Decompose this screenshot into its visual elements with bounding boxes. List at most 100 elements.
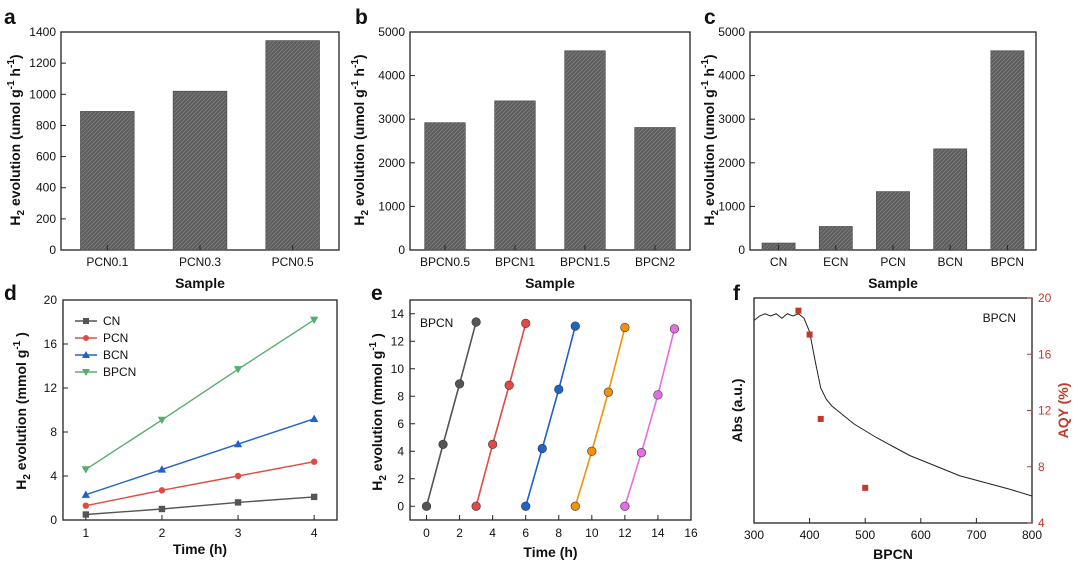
panel-e-point	[521, 318, 531, 328]
panel-d-point-bpcn	[233, 366, 243, 374]
panel-d-legend-label-pcn: PCN	[103, 331, 128, 345]
panel-f-aqy-point	[817, 415, 824, 422]
panel-e-ytick-label: 4	[397, 444, 404, 458]
panel-a-ytick-label: 200	[36, 212, 56, 226]
panel-c-ytick-label: 0	[738, 243, 745, 257]
panel-c-xtick-label: BPCN	[991, 255, 1024, 269]
panel-e-point	[488, 439, 498, 449]
panel-e-point	[438, 439, 448, 449]
panel-d-point-cn	[234, 499, 242, 506]
panel-d-xtick-label: 3	[235, 526, 242, 540]
panel-f-xtick-label: 700	[966, 528, 986, 542]
panel-d-legend-label-bcn: BCN	[103, 348, 128, 362]
panel-e-xtick-label: 16	[684, 526, 698, 540]
panel-d-point-cn	[158, 505, 166, 513]
panel-f-ylabel: Abs (a.u.)	[729, 379, 745, 443]
panel-b-ytick-label: 1000	[378, 199, 405, 213]
panel-c-bar	[990, 50, 1025, 251]
panel-e-xtick-label: 12	[618, 526, 632, 540]
panel-f-aqy-point	[862, 484, 869, 491]
panel-a-ytick-label: 1000	[29, 87, 56, 101]
panel-e-point	[587, 446, 597, 456]
panel-f-y2tick-label: 8	[1038, 460, 1045, 474]
panel-e-xtick-label: 2	[456, 526, 463, 540]
panel-d-legend-label-bpcn: BPCN	[103, 365, 136, 379]
panel-f-xtick-label: 600	[911, 528, 931, 542]
panel-f-xtick-label: 400	[800, 528, 820, 542]
panel-b-ytick-label: 4000	[378, 69, 405, 83]
panel-a-bar	[80, 111, 135, 251]
panel-e-point	[653, 390, 663, 400]
panel-d-point-bcn	[157, 465, 167, 473]
panel-e-point	[620, 501, 630, 511]
panel-c-ytick-label: 5000	[718, 25, 745, 39]
panel-letter-a: a	[4, 6, 16, 29]
panel-f-xtick-label: 500	[855, 528, 875, 542]
panel-f-y2tick-label: 12	[1038, 404, 1052, 418]
panel-d-xtick-label: 4	[311, 526, 318, 540]
panel-d-legend-marker-bcn	[82, 351, 90, 358]
panel-d-point-bpcn	[157, 416, 167, 425]
panel-d-point-bcn	[309, 414, 319, 422]
panel-e-point	[669, 324, 680, 334]
panel-b-bar	[424, 122, 466, 251]
panel-a-ytick-label: 1400	[29, 25, 56, 39]
panel-c-bar	[933, 148, 968, 251]
panel-d-point-pcn	[234, 472, 242, 480]
panel-e-cycle-line-2	[475, 323, 527, 507]
panel-d-ytick-label: 4	[50, 469, 57, 483]
panel-e-xlabel: Time (h)	[523, 544, 577, 560]
panel-b-xtick-label: BPCN1	[495, 255, 535, 269]
panel-b-xlabel: Sample	[525, 275, 575, 291]
panel-f-y2tick-label: 4	[1038, 516, 1045, 530]
panel-e-point	[504, 380, 514, 390]
panel-f-annotation: BPCN	[983, 311, 1016, 325]
panel-e-frame	[409, 299, 692, 521]
panel-a-bar	[265, 40, 320, 251]
panel-e-ytick-label: 12	[391, 334, 405, 348]
panel-a-ytick-label: 800	[36, 118, 56, 132]
panel-f-aqy-point	[795, 307, 802, 314]
panel-d-point-pcn	[158, 487, 166, 494]
panel-f-xlabel: BPCN	[873, 546, 913, 562]
panel-d-point-cn	[310, 493, 318, 501]
panel-d-point-bpcn	[309, 316, 319, 324]
panel-e-point	[636, 448, 647, 458]
panel-a-xtick-label: PCN0.3	[179, 255, 221, 269]
panel-e-ytick-label: 0	[397, 499, 404, 513]
panel-e-xtick-label: 10	[585, 526, 599, 540]
panel-letter-d: d	[4, 282, 17, 305]
panel-d-ytick-label: 8	[50, 425, 57, 439]
panel-d-legend-marker-pcn	[83, 335, 89, 341]
panel-e-ylabel: H2 evolution (mmol g-1 )	[368, 333, 389, 491]
panel-d-legend-marker-bpcn	[82, 369, 90, 376]
panel-letter-b: b	[355, 6, 368, 29]
panel-e-point	[454, 379, 465, 389]
panel-letter-e: e	[371, 282, 383, 305]
panel-d-ytick-label: 0	[50, 513, 57, 527]
panel-e-point	[603, 387, 613, 397]
panel-d-point-pcn	[82, 502, 90, 509]
panel-c-bar	[876, 191, 910, 251]
panel-b-bar	[564, 50, 606, 251]
panel-f-xtick-label: 300	[744, 528, 764, 542]
panel-d-ytick-label: 12	[44, 381, 58, 395]
panel-b-bar	[634, 127, 676, 251]
panel-e-point	[554, 384, 564, 394]
panel-a-xtick-label: PCN0.1	[86, 255, 128, 269]
panel-d-legend-marker-cn	[83, 318, 89, 324]
panel-c-ytick-label: 2000	[718, 156, 745, 170]
panel-e-xtick-label: 0	[423, 526, 430, 540]
panel-e-ytick-label: 14	[391, 307, 405, 321]
panel-e-cycle-line-1	[425, 321, 477, 507]
panel-e-ytick-label: 2	[397, 472, 404, 486]
panel-d-ytick-label: 16	[44, 337, 58, 351]
panel-e-xtick-label: 4	[489, 526, 496, 540]
panel-f-y2tick-label: 20	[1038, 291, 1052, 305]
panel-e-ytick-label: 8	[397, 389, 404, 403]
panel-d-point-cn	[82, 511, 90, 518]
panel-d-ylabel: H2 evolution (mmol g-1 )	[12, 332, 33, 490]
panel-a-xtick-label: PCN0.5	[272, 255, 314, 269]
panel-e-point	[570, 321, 580, 331]
panel-d-xlabel: Time (h)	[173, 541, 227, 557]
